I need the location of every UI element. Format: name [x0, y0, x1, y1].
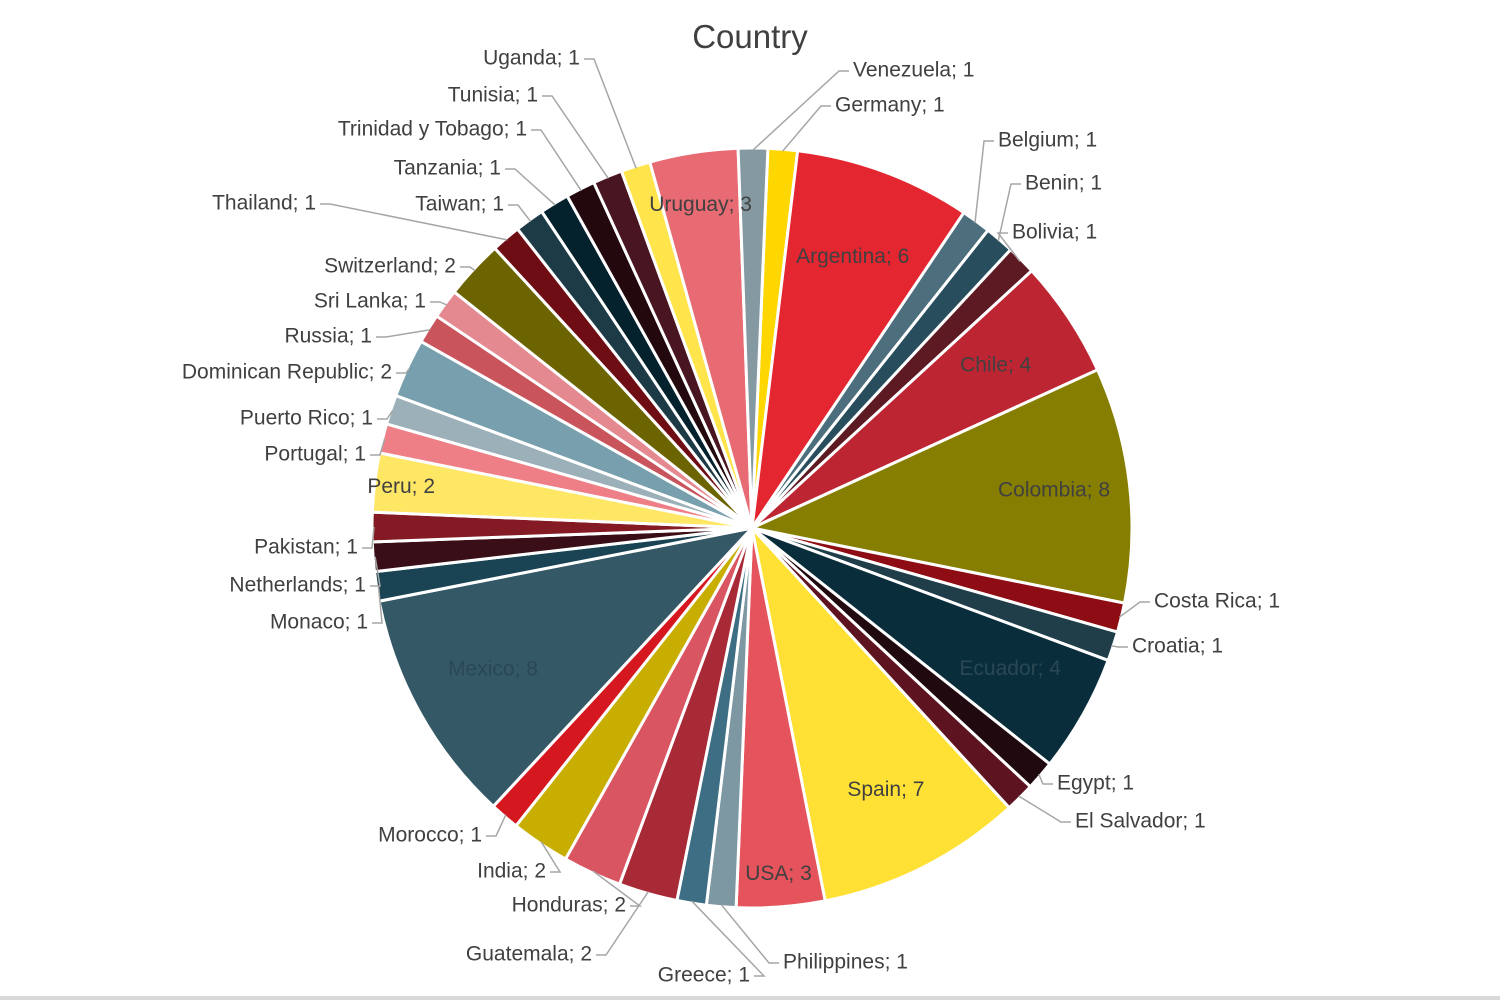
data-label-trinidad-y-tobago: Trinidad y Tobago; 1	[338, 118, 527, 141]
leader-line-honduras	[592, 870, 643, 907]
data-label-philippines: Philippines; 1	[783, 951, 908, 974]
leader-line-monaco	[372, 586, 383, 624]
data-label-croatia: Croatia; 1	[1132, 635, 1223, 658]
leader-line-venezuela	[752, 70, 849, 151]
data-label-el-salvador: El Salvador; 1	[1075, 810, 1206, 833]
data-label-uruguay: Uruguay; 3	[649, 193, 752, 216]
leader-line-thailand	[320, 203, 508, 241]
data-label-switzerland: Switzerland; 2	[324, 255, 456, 278]
bottom-border	[0, 996, 1500, 1000]
leader-line-sri-lanka	[430, 301, 448, 306]
leader-line-croatia	[1111, 644, 1128, 648]
data-label-usa: USA; 3	[745, 862, 812, 885]
data-labels: Germany; 1 Argentina; 6 Belgium; 1 Benin; 1…	[182, 47, 1280, 987]
data-label-monaco: Monaco; 1	[270, 611, 368, 634]
pie-slice-mexico	[377, 526, 754, 808]
data-label-bolivia: Bolivia; 1	[1012, 221, 1097, 244]
data-label-venezuela: Venezuela; 1	[853, 59, 974, 82]
leader-line-russia	[376, 328, 431, 338]
leader-line-philippines	[720, 904, 779, 964]
leader-line-puerto-rico	[377, 409, 394, 420]
data-label-spain: Spain; 7	[847, 778, 924, 801]
data-label-dominican-republic: Dominican Republic; 2	[182, 361, 392, 384]
leader-line-el-salvador	[1018, 795, 1071, 823]
data-label-taiwan: Taiwan; 1	[415, 193, 504, 216]
data-label-mexico: Mexico; 8	[448, 658, 538, 681]
pie-slice-argentina	[750, 149, 966, 530]
leader-line-benin	[997, 183, 1021, 242]
data-label-costa-rica: Costa Rica; 1	[1154, 590, 1280, 613]
leader-line-portugal	[370, 438, 386, 456]
data-label-puerto-rico: Puerto Rico; 1	[240, 407, 373, 430]
data-label-colombia: Colombia; 8	[998, 479, 1110, 502]
leader-line-netherlands	[370, 556, 381, 587]
data-label-russia: Russia; 1	[284, 325, 372, 348]
leader-line-dominican-republic	[396, 368, 410, 374]
leader-line-guatemala	[596, 891, 650, 956]
data-label-germany: Germany; 1	[835, 94, 945, 117]
data-label-uganda: Uganda; 1	[483, 47, 580, 70]
leader-line-bolivia	[996, 232, 1021, 262]
leader-line-tunisia	[542, 95, 609, 179]
leader-line-switzerland	[460, 266, 476, 272]
data-label-pakistan: Pakistan; 1	[254, 536, 358, 559]
leader-line-costa-rica	[1118, 601, 1150, 618]
data-label-morocco: Morocco; 1	[378, 824, 482, 847]
data-label-ecuador: Ecuador; 4	[959, 657, 1061, 680]
chart-title: Country	[692, 18, 808, 55]
data-label-benin: Benin; 1	[1025, 172, 1102, 195]
data-label-guatemala: Guatemala; 2	[466, 943, 592, 966]
leader-line-taiwan	[508, 204, 532, 223]
data-label-honduras: Honduras; 2	[512, 894, 626, 917]
data-label-egypt: Egypt; 1	[1057, 772, 1134, 795]
leader-line-greece	[691, 900, 766, 977]
data-label-argentina: Argentina; 6	[796, 245, 909, 268]
data-label-netherlands: Netherlands; 1	[229, 574, 366, 597]
leader-line-india	[540, 841, 562, 873]
leader-line-uganda	[584, 58, 637, 169]
pie-slices	[370, 146, 1134, 910]
leader-line-egypt	[1038, 773, 1053, 785]
data-label-belgium: Belgium; 1	[998, 129, 1097, 152]
pie-slice-colombia	[750, 368, 1134, 605]
data-label-chile: Chile; 4	[960, 354, 1032, 377]
leader-line-belgium	[974, 140, 994, 223]
data-label-india: India; 2	[477, 860, 546, 883]
leader-line-morocco	[486, 814, 507, 837]
data-label-sri-lanka: Sri Lanka; 1	[314, 290, 426, 313]
data-label-greece: Greece; 1	[658, 964, 750, 987]
pie-slice-spain	[750, 526, 1011, 903]
leader-lines	[320, 58, 1150, 977]
leader-line-pakistan	[362, 526, 375, 549]
pie-slice-venezuela	[736, 146, 770, 530]
data-label-tunisia: Tunisia; 1	[448, 84, 538, 107]
leader-line-tanzania	[505, 168, 556, 206]
leader-line-germany	[782, 105, 831, 152]
data-label-thailand: Thailand; 1	[212, 192, 316, 215]
data-label-tanzania: Tanzania; 1	[394, 157, 501, 180]
data-label-portugal: Portugal; 1	[264, 443, 366, 466]
data-label-peru: Peru; 2	[367, 475, 435, 498]
leader-line-trinidad-y-tobago	[531, 129, 582, 192]
